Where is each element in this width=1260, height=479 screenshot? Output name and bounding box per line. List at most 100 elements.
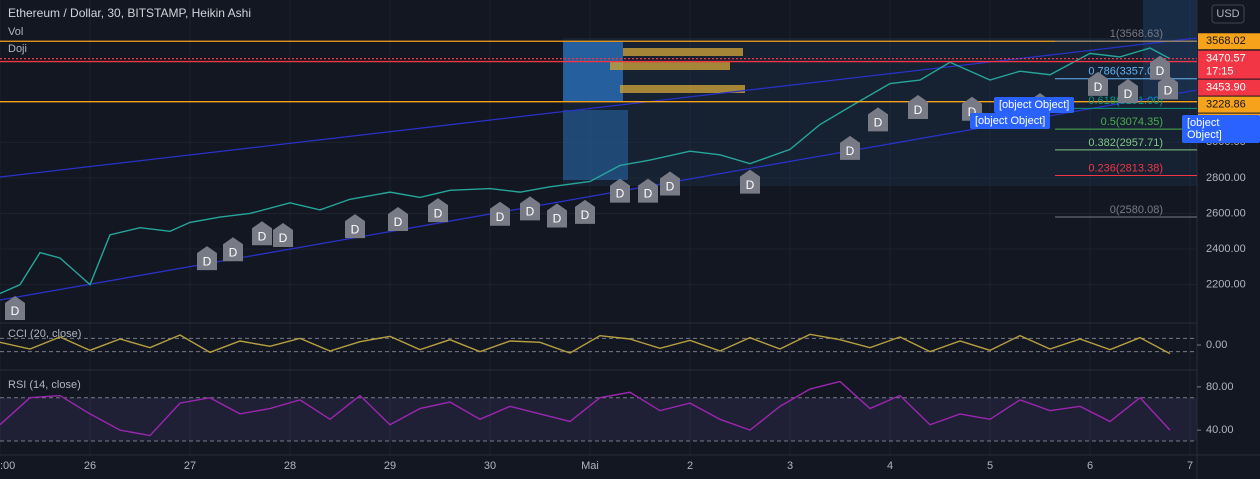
doji-marker — [1118, 78, 1138, 103]
x-tick-label: 27 — [184, 460, 196, 472]
indicator-name: Vol — [8, 26, 23, 38]
doji-label: D — [279, 231, 288, 245]
doji-label: D — [846, 144, 855, 158]
x-tick-label: 4 — [887, 460, 893, 472]
doji-label: D — [746, 178, 755, 192]
doji-marker — [197, 246, 217, 271]
doji-label: D — [616, 187, 625, 201]
x-tick-label: 7 — [1187, 460, 1193, 472]
fib-label: 0(2580.08) — [1110, 204, 1163, 216]
doji-marker — [638, 178, 658, 203]
doji-marker — [273, 223, 293, 248]
x-tick-label: 29 — [384, 460, 396, 472]
x-tick-label: 2 — [687, 460, 693, 472]
axis-price-label: 3470.57 — [1206, 53, 1246, 65]
axis-price-label: 3568.02 — [1206, 35, 1246, 47]
x-tick-label: 6 — [1087, 460, 1093, 472]
doji-marker — [388, 207, 408, 232]
cci-title: CCI (20, close) — [8, 328, 81, 340]
price-line — [0, 47, 1171, 295]
x-tick-label: 28 — [284, 460, 296, 472]
y-tick-label: 2800.00 — [1206, 172, 1246, 184]
x-tick-label: 26 — [84, 460, 96, 472]
doji-label: D — [229, 245, 238, 259]
doji-marker — [1158, 75, 1178, 100]
volume-profile — [563, 110, 628, 180]
doji-label: D — [644, 187, 653, 201]
doji-marker — [740, 169, 760, 194]
doji-marker — [520, 196, 540, 221]
doji-label: D — [874, 116, 883, 130]
doji-label: D — [1164, 84, 1173, 98]
y-tick-label: 80.00 — [1206, 381, 1234, 393]
volume-profile — [563, 42, 623, 102]
axis-price-box — [1198, 33, 1260, 50]
volume-profile — [620, 85, 745, 93]
annotation: [object Object] — [970, 113, 1051, 129]
y-tick-label: 2600.00 — [1206, 207, 1246, 219]
doji-marker — [610, 178, 630, 203]
y-tick-label: 40.00 — [1206, 424, 1234, 436]
y-tick-label: 2200.00 — [1206, 279, 1246, 291]
annotation: [object Object] — [1182, 115, 1260, 143]
doji-marker — [5, 295, 25, 320]
rsi-title: RSI (14, close) — [8, 379, 81, 391]
axis-price-box — [1198, 50, 1260, 79]
fib-label: 0.382(2957.71) — [1088, 137, 1163, 149]
chart-title: Ethereum / Dollar, 30, BITSTAMP, Heikin … — [8, 6, 251, 20]
doji-label: D — [581, 208, 590, 222]
x-tick-label: 3 — [787, 460, 793, 472]
doji-marker — [1150, 55, 1170, 80]
doji-label: D — [1124, 87, 1133, 101]
volume-profile — [610, 62, 730, 70]
doji-label: D — [351, 222, 360, 236]
doji-marker — [575, 199, 595, 224]
doji-label: D — [553, 212, 562, 226]
y-tick-label: 2400.00 — [1206, 243, 1246, 255]
doji-marker — [547, 203, 567, 228]
volume-profile — [623, 48, 743, 56]
doji-marker — [840, 135, 860, 160]
rsi-line — [0, 380, 1171, 437]
countdown: 17:15 — [1206, 66, 1234, 78]
doji-label: D — [1156, 64, 1165, 78]
axis-price-label: 3228.86 — [1206, 99, 1246, 111]
doji-label: D — [203, 254, 212, 268]
currency[interactable]: USD — [1216, 8, 1239, 20]
x-tick-label: 5 — [987, 460, 993, 472]
doji-label: D — [11, 304, 20, 318]
doji-marker — [345, 214, 365, 239]
rsi-band — [0, 397, 1197, 441]
doji-label: D — [394, 215, 403, 229]
doji-marker — [1088, 71, 1108, 96]
annotation: [object Object] — [994, 97, 1075, 113]
doji-marker — [868, 107, 888, 132]
x-tick-label: 30 — [484, 460, 496, 472]
doji-label: D — [914, 103, 923, 117]
currency-button[interactable] — [1211, 4, 1245, 24]
doji-marker — [252, 221, 272, 246]
axis-price-label: 3453.90 — [1206, 82, 1246, 94]
doji-marker — [908, 94, 928, 119]
doji-label: D — [496, 210, 505, 224]
doji-marker — [660, 171, 680, 196]
doji-marker — [490, 201, 510, 226]
x-tick-label: Mai — [581, 460, 599, 472]
fib-label: 0.236(2813.38) — [1088, 162, 1163, 174]
doji-marker — [428, 198, 448, 223]
axis-price-box — [1198, 96, 1260, 113]
doji-marker — [223, 237, 243, 262]
cci-line — [0, 333, 1171, 355]
x-tick-label: :00 — [0, 460, 15, 472]
axis-price-box — [1198, 79, 1260, 96]
doji-label: D — [1094, 80, 1103, 94]
fib-label: 1(3568.63) — [1110, 28, 1163, 40]
doji-label: D — [968, 105, 977, 119]
y-tick-label: 0.00 — [1206, 339, 1227, 351]
fib-label: 0.786(3357.08) — [1088, 66, 1163, 78]
doji-label: D — [258, 229, 267, 243]
doji-label: D — [666, 180, 675, 194]
